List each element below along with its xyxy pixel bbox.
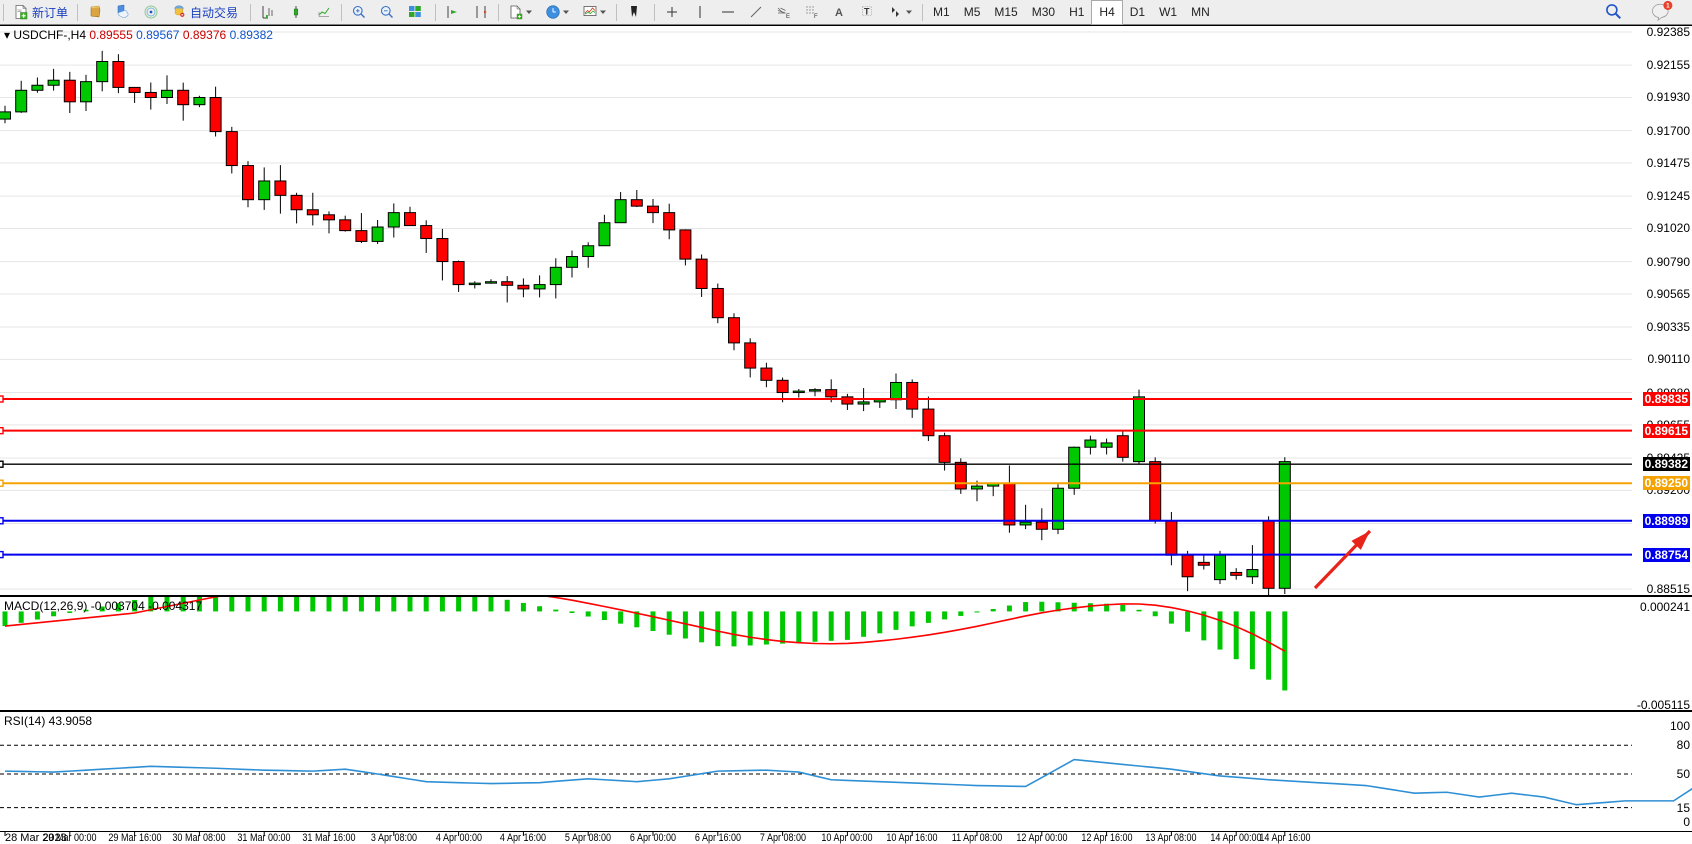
svg-text:F: F xyxy=(814,14,818,20)
svg-text:T: T xyxy=(864,7,870,17)
svg-text:A: A xyxy=(835,7,843,19)
svg-text:E: E xyxy=(786,14,790,20)
svg-text:1: 1 xyxy=(1666,2,1670,9)
